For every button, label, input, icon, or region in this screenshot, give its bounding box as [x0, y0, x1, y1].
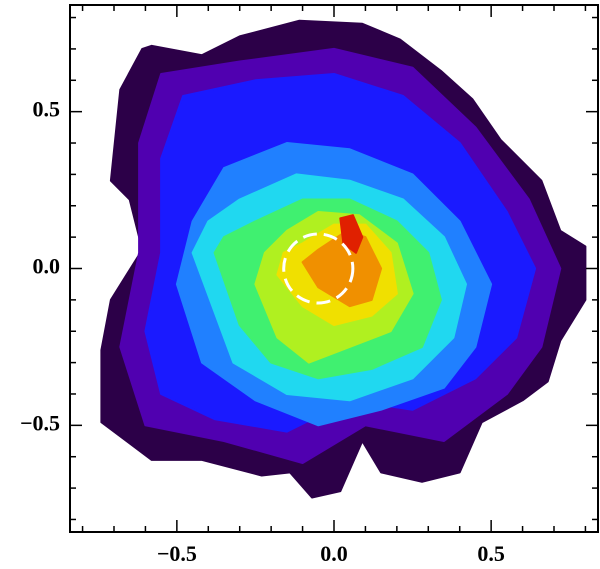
aperture-circle [282, 232, 355, 305]
x-tick-label: −0.5 [157, 541, 197, 566]
y-tick-label: 0.0 [33, 254, 61, 279]
y-tick-label: −0.5 [20, 410, 60, 435]
x-tick-label: 0.5 [477, 541, 505, 566]
contour-level [339, 214, 364, 254]
x-tick-label: 0.0 [320, 541, 348, 566]
y-tick-label: 0.5 [33, 97, 61, 122]
